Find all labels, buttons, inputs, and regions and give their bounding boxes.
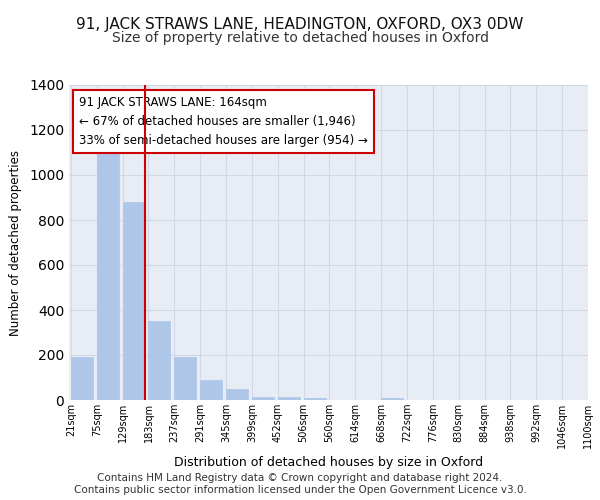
Bar [97, 150, 119, 400]
Bar [381, 398, 403, 400]
Bar [252, 396, 274, 400]
Bar [200, 380, 222, 400]
Bar [148, 322, 170, 400]
Text: Contains HM Land Registry data © Crown copyright and database right 2024.
Contai: Contains HM Land Registry data © Crown c… [74, 474, 526, 495]
X-axis label: Distribution of detached houses by size in Oxford: Distribution of detached houses by size … [174, 456, 483, 469]
Bar [304, 398, 326, 400]
Text: 91, JACK STRAWS LANE, HEADINGTON, OXFORD, OX3 0DW: 91, JACK STRAWS LANE, HEADINGTON, OXFORD… [76, 18, 524, 32]
Bar [122, 202, 145, 400]
Text: 91 JACK STRAWS LANE: 164sqm
← 67% of detached houses are smaller (1,946)
33% of : 91 JACK STRAWS LANE: 164sqm ← 67% of det… [79, 96, 368, 147]
Bar [278, 396, 300, 400]
Bar [71, 357, 93, 400]
Text: Size of property relative to detached houses in Oxford: Size of property relative to detached ho… [112, 31, 488, 45]
Bar [226, 389, 248, 400]
Bar [175, 357, 196, 400]
Y-axis label: Number of detached properties: Number of detached properties [9, 150, 22, 336]
